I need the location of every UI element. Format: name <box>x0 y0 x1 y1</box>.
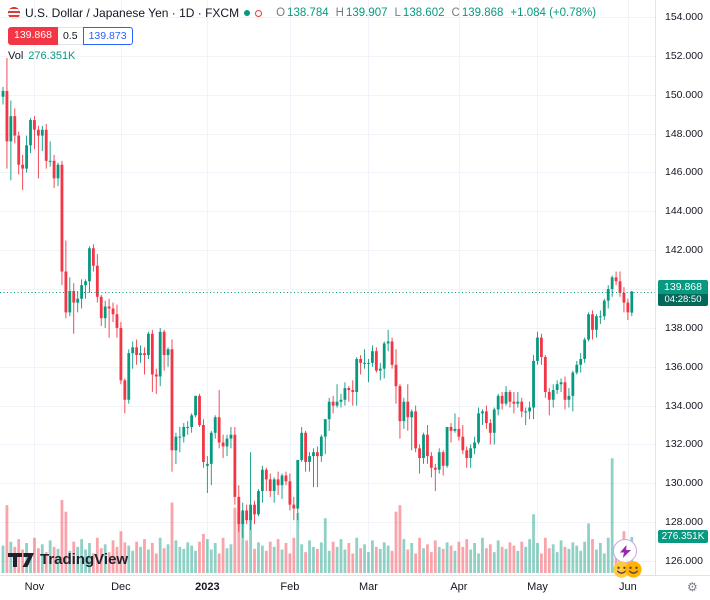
volume-value: 276.351K <box>28 50 76 62</box>
close-value: 139.868 <box>461 7 504 19</box>
instant-trading-button[interactable] <box>613 539 637 563</box>
price-tick-label: 126.000 <box>665 554 703 567</box>
low-label: L <box>394 7 401 19</box>
price-tick-label: 128.000 <box>665 516 703 529</box>
buy-button[interactable]: 139.873 <box>82 27 133 45</box>
axis-settings-icon[interactable]: ⚙ <box>687 580 698 594</box>
high-value: 139.907 <box>345 7 388 19</box>
current-price-label: 139.868 04:28:50 <box>658 279 708 306</box>
close-label: C <box>451 7 460 19</box>
high-label: H <box>335 7 344 19</box>
price-tick-label: 154.000 <box>665 11 703 24</box>
market-status-dot-icon <box>244 10 251 16</box>
price-tick-label: 134.000 <box>665 399 703 412</box>
price-chart-canvas[interactable] <box>0 0 655 575</box>
time-axis[interactable]: ⚙ Nov Dec 2023 Feb Mar Apr May Jun <box>0 575 710 600</box>
lightning-icon <box>619 544 631 558</box>
open-label: O <box>276 7 286 19</box>
emoji-face-icon <box>613 561 630 578</box>
time-tick-label: Jun <box>618 581 637 593</box>
symbol-title[interactable]: U.S. Dollar / Japanese Yen · 1D · FXCM <box>25 6 240 20</box>
price-tick-label: 144.000 <box>665 205 703 218</box>
time-tick-label: May <box>527 581 548 593</box>
time-tick-label: Apr <box>450 581 468 593</box>
price-tick-label: 148.000 <box>665 127 703 140</box>
tradingview-logo[interactable]: TradingView <box>8 551 128 568</box>
price-tick-label: 130.000 <box>665 477 703 490</box>
time-tick-label: Dec <box>111 581 131 593</box>
change-value: +1.084 (+0.78%) <box>510 7 597 19</box>
tradingview-logo-text: TradingView <box>40 551 129 568</box>
price-tick-label: 138.000 <box>665 321 703 334</box>
volume-label: Vol <box>8 50 24 62</box>
symbol-logo-icon <box>8 7 20 19</box>
price-tick-label: 152.000 <box>665 49 703 62</box>
price-tick-label: 132.000 <box>665 438 703 451</box>
low-value: 138.602 <box>402 7 445 19</box>
legend-record-dot-icon <box>255 9 263 17</box>
emoji-reactions-button[interactable] <box>613 561 642 578</box>
current-volume-label: 276.351K <box>658 529 708 543</box>
sell-button[interactable]: 139.868 <box>8 27 58 45</box>
chart-legend: U.S. Dollar / Japanese Yen · 1D · FXCM O… <box>8 6 596 20</box>
price-tick-label: 136.000 <box>665 360 703 373</box>
price-tick-label: 142.000 <box>665 244 703 257</box>
bar-countdown: 04:28:50 <box>658 293 708 306</box>
emoji-face-icon <box>625 561 642 578</box>
price-tick-label: 150.000 <box>665 88 703 101</box>
time-tick-label: Feb <box>280 581 300 593</box>
time-tick-label: Nov <box>24 581 45 593</box>
open-value: 138.784 <box>287 7 329 19</box>
time-tick-label: Mar <box>359 581 378 593</box>
volume-legend: Vol 276.351K <box>8 50 75 62</box>
ohlc-values: O 138.784 H 139.907 L 138.602 C 139.868 +1.0… <box>271 7 596 19</box>
spread-value: 0.5 <box>57 27 83 45</box>
tradingview-mark-icon <box>8 552 34 567</box>
time-tick-label: 2023 <box>195 581 220 593</box>
price-tick-label: 146.000 <box>665 166 703 179</box>
quote-buttons: 139.868 0.5 139.873 <box>8 27 133 45</box>
price-axis[interactable]: 139.868 04:28:50 276.351K 154.000 152.000… <box>655 0 710 575</box>
current-price-value: 139.868 <box>658 279 708 294</box>
